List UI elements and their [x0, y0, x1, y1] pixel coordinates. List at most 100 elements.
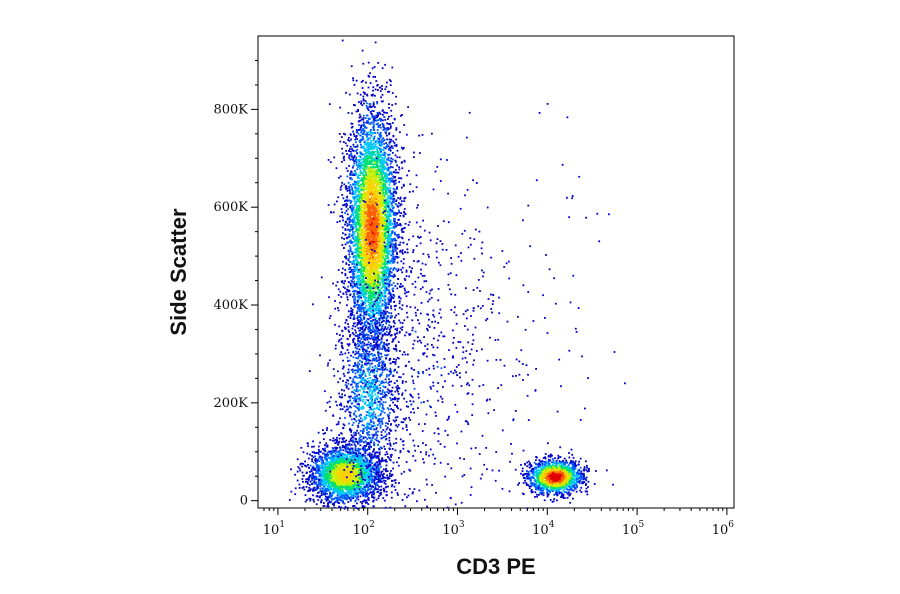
event-dot: [376, 185, 379, 187]
event-dot: [363, 232, 366, 234]
event-dot: [397, 269, 400, 271]
event-dot: [389, 146, 392, 149]
event-dot: [358, 251, 361, 254]
event-dot: [381, 203, 384, 205]
event-dot: [385, 131, 388, 134]
event-dot: [388, 132, 391, 134]
event-dot: [358, 294, 361, 297]
event-dot: [364, 177, 367, 180]
event-dot: [389, 140, 392, 143]
event-dot: [360, 305, 363, 307]
event-dot: [393, 246, 396, 249]
event-dot: [364, 142, 367, 145]
event-dot: [362, 133, 364, 136]
event-dot: [366, 225, 369, 227]
event-dot: [356, 292, 359, 295]
event-dot: [387, 210, 390, 213]
event-dot: [365, 242, 368, 245]
event-dot: [391, 288, 394, 291]
event-dot: [394, 179, 397, 182]
event-dot: [362, 219, 365, 222]
event-dot: [367, 200, 370, 202]
event-dot: [369, 257, 372, 259]
event-dot: [352, 77, 354, 80]
event-dot: [360, 260, 362, 263]
event-dot: [357, 247, 359, 250]
event-dot: [392, 269, 395, 272]
event-dot: [377, 241, 380, 244]
event-dot: [388, 224, 391, 227]
event-dot: [333, 156, 336, 159]
event-dot: [358, 207, 361, 210]
event-dot: [348, 221, 351, 223]
event-dot: [366, 208, 368, 210]
event-dot: [364, 217, 366, 219]
event-dot: [380, 193, 383, 196]
event-dot: [395, 138, 398, 141]
event-dot: [353, 277, 355, 279]
event-dot: [381, 162, 384, 165]
event-dot: [364, 148, 366, 150]
event-dot: [386, 174, 389, 177]
event-dot: [358, 198, 361, 200]
event-dot: [379, 249, 382, 252]
event-dot: [368, 326, 371, 328]
event-dot: [395, 182, 397, 185]
event-dot: [371, 203, 374, 206]
event-dot: [354, 265, 357, 267]
event-dot: [355, 136, 357, 139]
event-dot: [348, 165, 350, 167]
event-dot: [365, 201, 368, 204]
event-dot: [356, 274, 359, 277]
event-dot: [370, 293, 373, 296]
event-dot: [348, 271, 351, 273]
event-dot: [366, 107, 369, 110]
event-dot: [367, 287, 370, 290]
event-dot: [367, 109, 370, 111]
event-dot: [355, 222, 358, 225]
event-dot: [360, 299, 363, 302]
event-dot: [392, 140, 395, 143]
event-dot: [385, 129, 388, 131]
event-dot: [361, 336, 364, 339]
event-dot: [374, 233, 377, 236]
event-dot: [356, 145, 359, 148]
event-dot: [390, 179, 392, 182]
event-dot: [374, 161, 376, 164]
event-dot: [385, 322, 388, 325]
event-dot: [368, 246, 371, 249]
event-dot: [382, 208, 384, 210]
event-dot: [387, 216, 389, 218]
event-dot: [386, 246, 389, 249]
event-dot: [394, 171, 397, 174]
event-dot: [396, 149, 399, 152]
event-dot: [382, 263, 385, 265]
event-dot: [384, 147, 386, 149]
event-dot: [371, 94, 374, 97]
event-dot: [394, 237, 396, 240]
event-dot: [369, 226, 371, 228]
event-dot: [343, 326, 346, 329]
event-dot: [381, 239, 384, 242]
event-dot: [366, 131, 369, 134]
event-dot: [381, 295, 384, 297]
event-dot: [381, 85, 383, 87]
event-dot: [389, 262, 392, 265]
event-dot: [354, 209, 357, 212]
event-dot: [355, 224, 357, 226]
event-dot: [358, 249, 361, 251]
event-dot: [371, 279, 374, 282]
event-dot: [366, 228, 369, 231]
event-dot: [364, 302, 367, 305]
event-dot: [395, 203, 397, 205]
event-dot: [395, 143, 398, 146]
event-dot: [344, 212, 346, 214]
event-dot: [341, 244, 344, 246]
event-dot: [354, 171, 357, 174]
event-dot: [383, 157, 386, 160]
event-dot: [372, 126, 374, 129]
event-dot: [342, 157, 345, 160]
event-dot: [352, 295, 354, 298]
event-dot: [386, 158, 388, 161]
